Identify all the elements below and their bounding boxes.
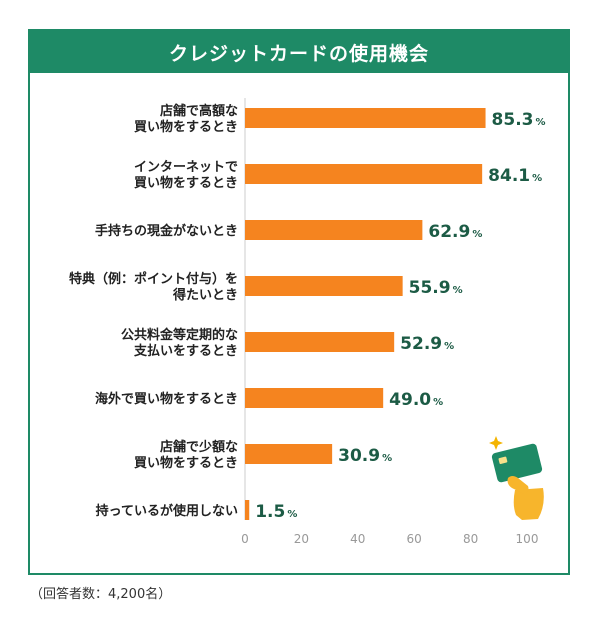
value-unit-4: %: [453, 285, 463, 296]
category-label-4: 得たいとき: [172, 287, 238, 303]
category-label-1: 買い物をするとき: [134, 119, 238, 135]
value-label-8: 1.5: [255, 502, 285, 522]
value-unit-1: %: [535, 117, 545, 128]
bar-5: [245, 332, 395, 352]
value-unit-6: %: [433, 397, 443, 408]
bar-3: [245, 220, 423, 240]
x-tick-label-80: 80: [463, 532, 478, 546]
x-tick-label-100: 100: [516, 532, 539, 546]
category-label-7: 店舗で少額な: [160, 439, 238, 455]
bar-1: [245, 108, 486, 128]
x-tick-label-20: 20: [294, 532, 309, 546]
chart-title: クレジットカードの使用機会: [30, 31, 568, 73]
value-label-4: 55.9: [409, 278, 451, 298]
category-label-5: 公共料金等定期的な: [121, 327, 238, 343]
bar-7: [245, 444, 333, 464]
value-unit-7: %: [382, 453, 392, 464]
value-unit-8: %: [287, 509, 297, 520]
category-label-4: 特典（例：ポイント付与）を: [69, 271, 238, 287]
value-unit-3: %: [472, 229, 482, 240]
bar-6: [245, 388, 384, 408]
category-label-8: 持っているが使用しない: [96, 503, 238, 519]
value-unit-2: %: [532, 173, 542, 184]
category-label-1: 店舗で高額な: [160, 103, 238, 119]
bar-8: [245, 500, 250, 520]
category-label-2: インターネットで: [134, 160, 238, 175]
value-label-2: 84.1: [488, 166, 530, 186]
value-label-7: 30.9: [338, 446, 380, 466]
x-tick-label-60: 60: [407, 532, 422, 546]
category-label-3: 手持ちの現金がないとき: [95, 223, 238, 239]
value-label-1: 85.3: [492, 110, 534, 130]
value-unit-5: %: [444, 341, 454, 352]
category-label-7: 買い物をするとき: [134, 455, 238, 471]
value-label-3: 62.9: [428, 222, 470, 242]
credit-card-hand-icon: [489, 436, 544, 520]
bar-4: [245, 276, 403, 296]
x-tick-label-40: 40: [350, 532, 365, 546]
category-label-5: 支払いをするとき: [133, 343, 238, 359]
value-label-6: 49.0: [389, 390, 431, 410]
x-tick-label-0: 0: [241, 532, 249, 546]
respondent-note: （回答者数：4,200名）: [30, 587, 172, 602]
value-label-5: 52.9: [400, 334, 442, 354]
category-label-2: 買い物をするとき: [134, 175, 238, 191]
category-label-6: 海外で買い物をするとき: [95, 391, 238, 407]
bar-2: [245, 164, 483, 184]
